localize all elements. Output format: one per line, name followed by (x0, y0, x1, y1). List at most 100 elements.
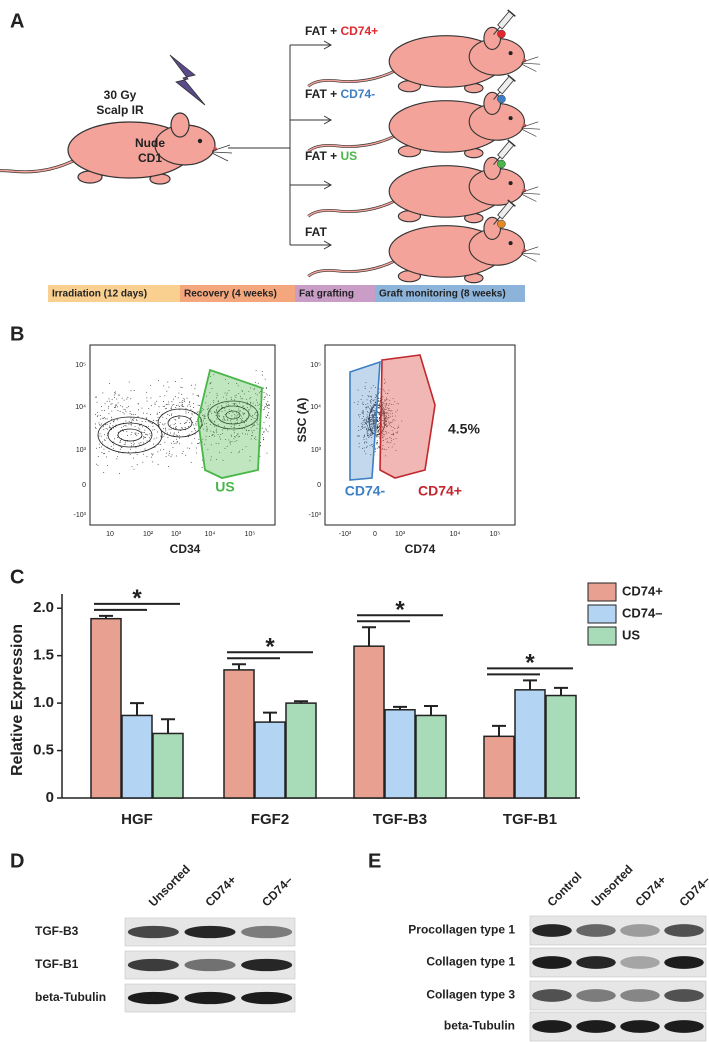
event (113, 420, 115, 422)
band (241, 991, 293, 1005)
event (397, 431, 399, 433)
event (385, 438, 387, 440)
event (255, 381, 257, 383)
event (385, 399, 387, 401)
event (374, 423, 375, 425)
band (184, 925, 236, 939)
event (371, 437, 373, 438)
event (241, 390, 243, 392)
event (373, 420, 375, 422)
event (96, 396, 97, 398)
panel-letter: B (10, 323, 24, 345)
event (230, 422, 232, 424)
y-tick-label: 0 (317, 482, 321, 489)
event (358, 442, 360, 444)
event (106, 434, 108, 436)
event (385, 408, 387, 410)
event (361, 395, 363, 397)
event (182, 450, 184, 452)
event (358, 436, 360, 438)
event (366, 447, 368, 448)
event (259, 455, 261, 457)
event (367, 412, 369, 414)
event (263, 439, 265, 441)
event (392, 398, 394, 399)
event (97, 464, 99, 466)
event (265, 416, 267, 418)
x-tick-label: TGF-B3 (373, 811, 427, 828)
syringe (492, 9, 517, 36)
event (378, 430, 380, 432)
event (105, 427, 107, 429)
event (226, 392, 228, 394)
event (126, 398, 128, 400)
event (222, 407, 223, 408)
event (263, 396, 265, 398)
event (255, 436, 257, 438)
event (158, 380, 159, 382)
event (372, 423, 374, 425)
event (95, 427, 96, 429)
event (228, 439, 230, 441)
event (383, 423, 385, 425)
event (385, 426, 387, 427)
event (378, 403, 380, 405)
event (373, 411, 375, 413)
event (370, 405, 371, 407)
event (210, 381, 212, 383)
event (224, 426, 225, 428)
event (240, 420, 242, 422)
event (205, 436, 207, 437)
event (173, 424, 175, 426)
event (237, 409, 239, 411)
event (130, 390, 132, 392)
event (268, 404, 270, 406)
event (174, 422, 176, 424)
event (371, 428, 373, 430)
event (371, 430, 373, 431)
event (117, 419, 118, 421)
event (225, 379, 226, 380)
event (372, 410, 374, 412)
event (178, 417, 180, 419)
event (104, 440, 106, 441)
event (382, 445, 384, 446)
event (118, 394, 120, 396)
event (266, 394, 268, 396)
event (383, 408, 385, 409)
event (190, 409, 192, 411)
event (382, 405, 384, 407)
event (216, 428, 217, 430)
event (143, 412, 144, 414)
event (228, 405, 230, 407)
event (141, 421, 143, 422)
event (226, 398, 227, 400)
event (365, 419, 367, 421)
event (110, 445, 112, 447)
event (155, 420, 157, 422)
event (363, 435, 365, 437)
event (358, 414, 359, 416)
event (201, 410, 203, 412)
event (235, 397, 237, 398)
event (173, 398, 174, 400)
legend-swatch (587, 582, 617, 602)
event (99, 433, 101, 435)
event (172, 435, 174, 437)
event (194, 438, 196, 440)
event (109, 383, 110, 384)
event (259, 403, 260, 405)
event (370, 432, 372, 433)
event (388, 410, 390, 411)
event (167, 432, 168, 434)
bar (121, 714, 153, 799)
syringe (492, 74, 517, 101)
event (200, 411, 202, 413)
event (395, 432, 397, 434)
event (239, 402, 240, 404)
event (377, 400, 379, 402)
event (361, 412, 363, 414)
event (245, 446, 247, 448)
event (364, 422, 366, 424)
event (383, 436, 385, 438)
